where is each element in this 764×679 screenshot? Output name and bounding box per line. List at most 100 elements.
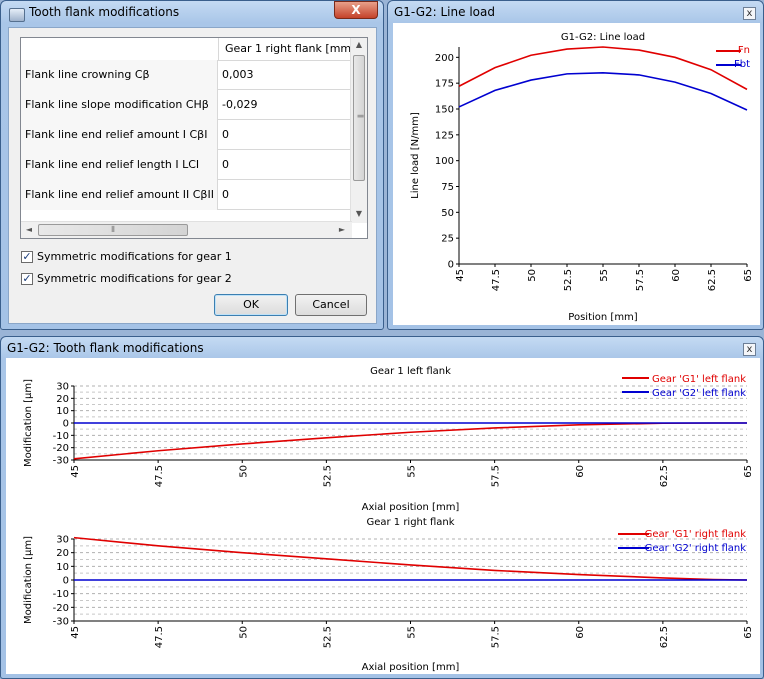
y-tick-label: -20 xyxy=(53,443,69,454)
dialog-app-icon xyxy=(9,8,25,22)
y-axis-label: Modification [μm] xyxy=(23,379,34,467)
close-button[interactable]: x xyxy=(743,7,756,20)
x-tick-label: 55 xyxy=(407,626,418,639)
y-tick-label: 200 xyxy=(435,53,454,64)
series-line-2 xyxy=(458,72,748,111)
param-label: Flank line slope modification CHβ xyxy=(21,90,218,120)
close-button[interactable]: x xyxy=(743,343,756,356)
x-axis-label: Axial position [mm] xyxy=(362,502,460,513)
vertical-scroll-thumb[interactable]: ⦀ xyxy=(353,55,365,181)
table-row[interactable]: Flank line end relief length I LCI 0 xyxy=(21,150,352,180)
right-flank-chart: Gear 1 right flank -30 -20 -10 0 10 20 30 45 47.5… xyxy=(23,517,754,673)
x-tick-label: 62.5 xyxy=(659,626,670,648)
y-tick-label: 25 xyxy=(441,234,454,245)
y-tick-label: 75 xyxy=(441,182,454,193)
param-label: Flank line end relief length I LCI xyxy=(21,150,218,180)
x-tick-label: 45 xyxy=(455,269,466,282)
vertical-scrollbar[interactable]: ▲ ⦀ ▼ xyxy=(350,38,367,223)
table-row[interactable]: Flank line end relief amount II CβII 0 xyxy=(21,180,352,210)
legend-label: Gear 'G1' right flank xyxy=(645,529,747,540)
y-tick-label: 0 xyxy=(63,419,69,430)
line-load-window: G1-G2: Line load x G1-G2: Line load 0 25 50… xyxy=(387,0,764,330)
param-value[interactable]: 0 xyxy=(222,188,229,201)
series-line-1 xyxy=(458,46,748,91)
table-row[interactable]: Flank line end relief amount I CβI 0 xyxy=(21,120,352,150)
symmetric-gear2-checkbox[interactable]: ✓ xyxy=(21,272,33,285)
scroll-up-icon[interactable]: ▲ xyxy=(355,40,363,49)
ok-button[interactable]: OK xyxy=(214,294,288,316)
x-tick-label: 52.5 xyxy=(322,626,333,648)
x-tick-label: 47.5 xyxy=(491,269,502,291)
x-axis-label: Position [mm] xyxy=(568,312,637,323)
grip-icon: ⦀ xyxy=(111,225,115,234)
legend-label: Fn xyxy=(738,45,750,56)
line-load-chart: G1-G2: Line load 0 25 50 75 100 125 150 175 200 45… xyxy=(410,32,754,323)
flank-modifications-window-title: G1-G2: Tooth flank modifications xyxy=(7,341,204,355)
x-tick-label: 62.5 xyxy=(659,465,670,487)
x-tick-label: 57.5 xyxy=(635,269,646,291)
y-tick-label: 30 xyxy=(56,535,69,546)
x-tick-label: 60 xyxy=(575,626,586,639)
y-tick-label: 0 xyxy=(448,260,454,271)
parameter-grid: Gear 1 right flank [mm] Flank line crown… xyxy=(20,37,368,239)
x-tick-label: 62.5 xyxy=(707,269,718,291)
flank-charts-area: Gear 1 left flank -30 -20 -10 0 10 20 30 45 47.5 5… xyxy=(6,358,760,674)
grid-header: Gear 1 right flank [mm] xyxy=(21,38,355,61)
y-tick-label: 10 xyxy=(56,406,69,417)
y-tick-label: -30 xyxy=(53,617,69,628)
legend-label: Fbt xyxy=(734,59,750,70)
y-tick-label: 30 xyxy=(56,382,69,393)
column-header: Gear 1 right flank [mm] xyxy=(218,38,355,60)
y-tick-label: 0 xyxy=(63,576,69,587)
param-value[interactable]: -0,029 xyxy=(222,98,258,111)
horizontal-scrollbar[interactable]: ◄ ⦀ ► xyxy=(21,221,352,238)
x-tick-label: 65 xyxy=(743,269,754,282)
close-icon: x xyxy=(746,344,753,355)
x-tick-label: 65 xyxy=(743,465,754,478)
y-tick-label: 20 xyxy=(56,548,69,559)
x-tick-label: 47.5 xyxy=(154,626,165,648)
y-axis-label: Modification [μm] xyxy=(23,536,34,624)
horizontal-scroll-thumb[interactable]: ⦀ xyxy=(38,224,188,236)
x-tick-label: 50 xyxy=(238,626,249,639)
x-tick-label: 57.5 xyxy=(491,626,502,648)
close-button[interactable]: X xyxy=(334,1,378,19)
param-value[interactable]: 0,003 xyxy=(222,68,254,81)
x-tick-label: 50 xyxy=(238,465,249,478)
x-tick-label: 52.5 xyxy=(563,269,574,291)
y-tick-label: -10 xyxy=(53,431,69,442)
param-label: Flank line end relief amount II CβII xyxy=(21,180,218,210)
cancel-button[interactable]: Cancel xyxy=(295,294,367,316)
x-tick-label: 55 xyxy=(599,269,610,282)
scroll-left-icon[interactable]: ◄ xyxy=(25,225,33,234)
chart-title: Gear 1 left flank xyxy=(370,366,451,377)
flank-modifications-window: G1-G2: Tooth flank modifications x Gear … xyxy=(0,336,764,679)
y-tick-label: 50 xyxy=(441,208,454,219)
x-tick-label: 57.5 xyxy=(491,465,502,487)
dialog-body: Gear 1 right flank [mm] Flank line crown… xyxy=(8,27,377,324)
y-tick-label: -30 xyxy=(53,456,69,467)
x-tick-label: 50 xyxy=(527,269,538,282)
scroll-down-icon[interactable]: ▼ xyxy=(355,209,363,218)
x-tick-label: 45 xyxy=(70,626,81,639)
table-row[interactable]: Flank line crowning Cβ 0,003 xyxy=(21,60,352,90)
close-icon: X xyxy=(351,3,361,17)
y-tick-label: -20 xyxy=(53,603,69,614)
symmetric-gear1-checkbox[interactable]: ✓ xyxy=(21,250,33,263)
line-load-window-title: G1-G2: Line load xyxy=(394,5,495,19)
symmetric-gear1-label: Symmetric modifications for gear 1 xyxy=(37,250,232,263)
legend-label: Gear 'G2' left flank xyxy=(652,388,746,399)
y-tick-label: 125 xyxy=(435,130,454,141)
param-label: Flank line end relief amount I CβI xyxy=(21,120,218,150)
scroll-right-icon[interactable]: ► xyxy=(338,225,346,234)
x-tick-label: 65 xyxy=(743,626,754,639)
param-value[interactable]: 0 xyxy=(222,158,229,171)
param-value[interactable]: 0 xyxy=(222,128,229,141)
chart-title: G1-G2: Line load xyxy=(561,32,645,43)
y-tick-label: 20 xyxy=(56,394,69,405)
grip-icon: ⦀ xyxy=(355,114,365,118)
param-label: Flank line crowning Cβ xyxy=(21,60,218,90)
legend-label: Gear 'G1' left flank xyxy=(652,374,746,385)
x-tick-label: 55 xyxy=(407,465,418,478)
table-row[interactable]: Flank line slope modification CHβ -0,029 xyxy=(21,90,352,120)
